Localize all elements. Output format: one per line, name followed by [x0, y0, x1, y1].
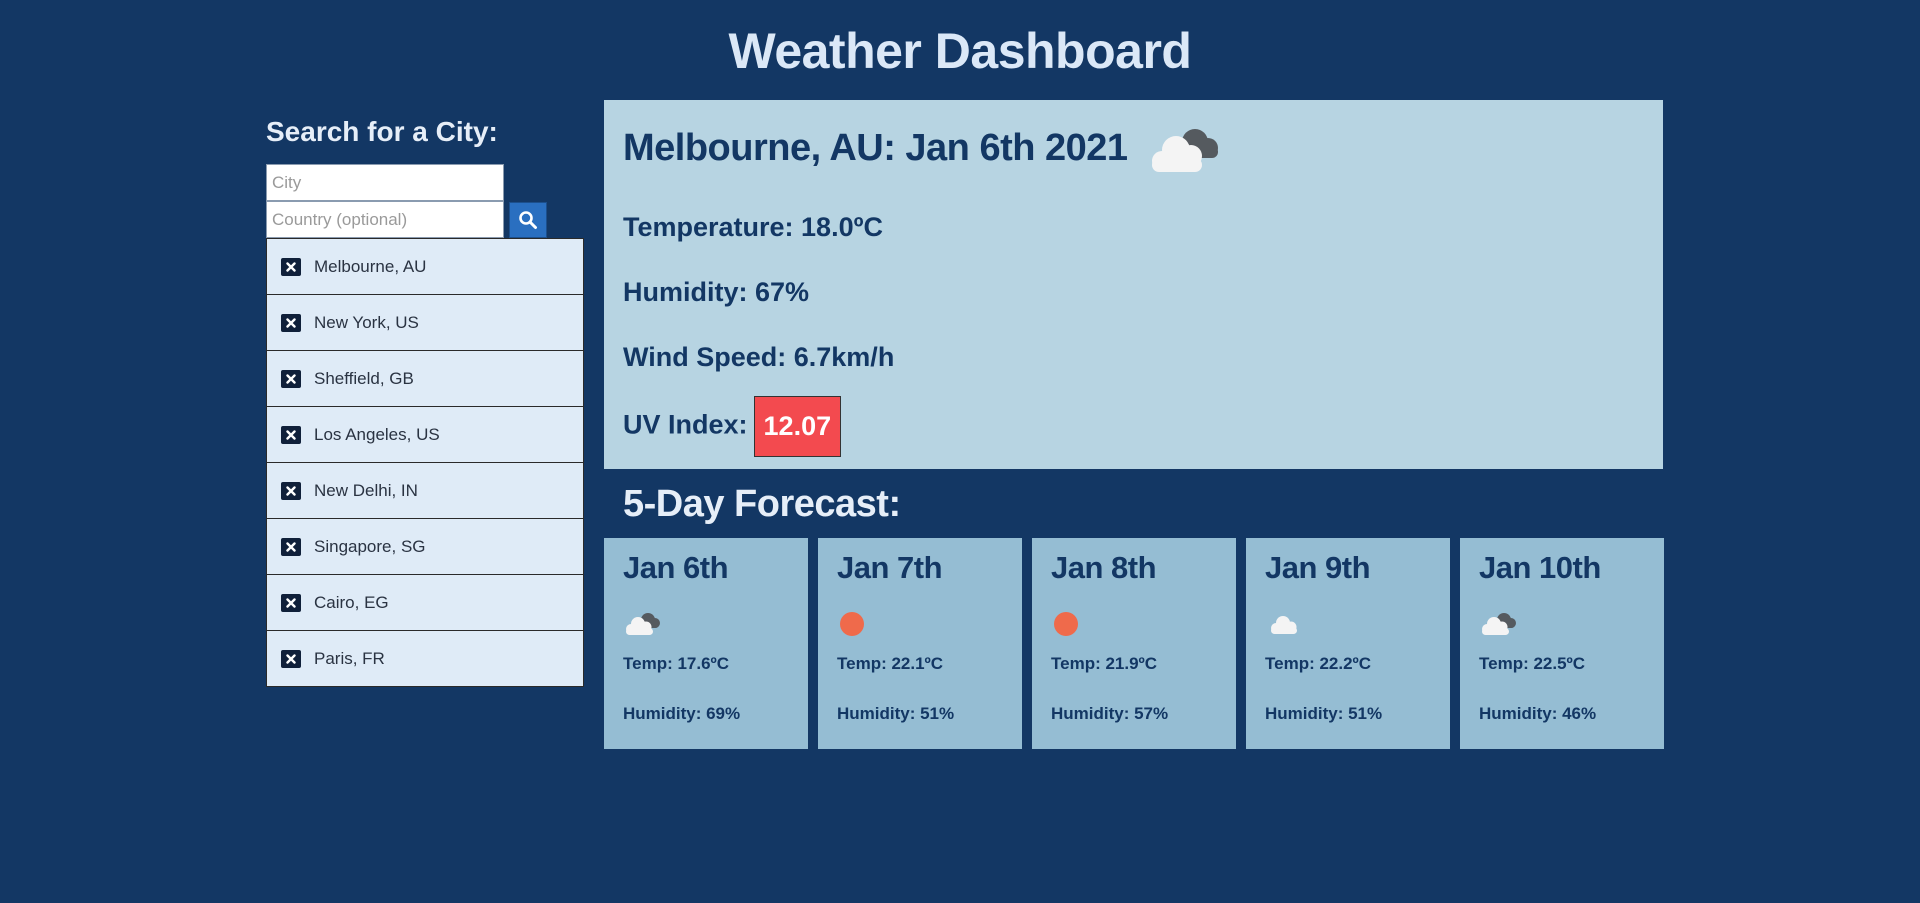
forecast-card: Jan 9th Temp: 22.2ºC Humidity: 51%	[1246, 538, 1450, 749]
forecast-card: Jan 6th Temp: 17.6ºC Humidity: 69%	[604, 538, 808, 749]
sun-icon	[1054, 612, 1078, 636]
forecast-row: Jan 6th Temp: 17.6ºC Humidity: 69% Jan 7…	[604, 538, 1664, 749]
forecast-date: Jan 7th	[837, 550, 943, 585]
city-label: Los Angeles, US	[314, 424, 440, 444]
remove-icon[interactable]	[281, 257, 301, 276]
city-item-sheffield[interactable]: Sheffield, GB	[266, 351, 584, 407]
forecast-humidity: Humidity: 69%	[623, 704, 741, 723]
current-humidity: Humidity: 67%	[623, 277, 810, 307]
city-label: Sheffield, GB	[314, 368, 414, 388]
remove-icon[interactable]	[281, 593, 301, 612]
search-icon	[519, 211, 537, 229]
remove-icon[interactable]	[281, 537, 301, 556]
remove-icon[interactable]	[281, 425, 301, 444]
cloud-icon	[1271, 616, 1297, 634]
city-label: New Delhi, IN	[314, 480, 418, 500]
country-input[interactable]	[266, 201, 504, 238]
current-wind-speed: Wind Speed: 6.7km/h	[623, 342, 895, 372]
forecast-humidity: Humidity: 51%	[1265, 704, 1383, 723]
forecast-date: Jan 8th	[1051, 550, 1157, 585]
search-sidebar: Search for a City: Melbourne, AU New Yor…	[266, 112, 584, 687]
cloudy-icon	[1482, 613, 1516, 635]
current-heading: Melbourne, AU: Jan 6th 2021	[623, 118, 1663, 178]
current-city-title: Melbourne, AU: Jan 6th 2021	[623, 126, 1128, 169]
city-item-cairo[interactable]: Cairo, EG	[266, 575, 584, 631]
city-item-new-delhi[interactable]: New Delhi, IN	[266, 463, 584, 519]
search-button[interactable]	[509, 202, 547, 238]
current-weather-card: Melbourne, AU: Jan 6th 2021 Temperature:…	[604, 100, 1663, 469]
uv-label: UV Index:	[623, 409, 748, 440]
remove-icon[interactable]	[281, 369, 301, 388]
city-item-new-york[interactable]: New York, US	[266, 295, 584, 351]
forecast-date: Jan 10th	[1479, 550, 1601, 585]
page-title: Weather Dashboard	[728, 23, 1192, 79]
forecast-humidity: Humidity: 51%	[837, 704, 955, 723]
search-heading: Search for a City:	[266, 116, 498, 147]
cloudy-icon	[626, 613, 660, 635]
forecast-card: Jan 8th Temp: 21.9ºC Humidity: 57%	[1032, 538, 1236, 749]
forecast-card: Jan 10th Temp: 22.5ºC Humidity: 46%	[1460, 538, 1664, 749]
city-input[interactable]	[266, 164, 504, 201]
city-label: Cairo, EG	[314, 592, 389, 612]
forecast-humidity: Humidity: 57%	[1051, 704, 1169, 723]
remove-icon[interactable]	[281, 649, 301, 668]
forecast-humidity: Humidity: 46%	[1479, 704, 1597, 723]
city-label: Melbourne, AU	[314, 256, 427, 276]
saved-city-list: Melbourne, AU New York, US Sheffield, GB…	[266, 238, 584, 687]
forecast-date: Jan 9th	[1265, 550, 1371, 585]
forecast-temp: Temp: 22.1ºC	[837, 654, 944, 673]
city-label: Paris, FR	[314, 648, 385, 668]
city-item-singapore[interactable]: Singapore, SG	[266, 519, 584, 575]
uv-row: UV Index: 12.07	[623, 396, 842, 457]
remove-icon[interactable]	[281, 313, 301, 332]
current-temperature: Temperature: 18.0ºC	[623, 212, 883, 242]
forecast-temp: Temp: 17.6ºC	[623, 654, 730, 673]
forecast-temp: Temp: 21.9ºC	[1051, 654, 1158, 673]
city-label: Singapore, SG	[314, 536, 426, 556]
city-label: New York, US	[314, 312, 419, 332]
city-item-paris[interactable]: Paris, FR	[266, 631, 584, 687]
forecast-date: Jan 6th	[623, 550, 729, 585]
forecast-temp: Temp: 22.5ºC	[1479, 654, 1586, 673]
forecast-card: Jan 7th Temp: 22.1ºC Humidity: 51%	[818, 538, 1022, 749]
forecast-temp: Temp: 22.2ºC	[1265, 654, 1372, 673]
cloudy-icon	[1151, 129, 1218, 172]
sun-icon	[840, 612, 864, 636]
forecast-heading: 5-Day Forecast:	[623, 483, 901, 525]
city-item-los-angeles[interactable]: Los Angeles, US	[266, 407, 584, 463]
remove-icon[interactable]	[281, 481, 301, 500]
uv-index-badge: 12.07	[753, 396, 842, 457]
city-item-melbourne[interactable]: Melbourne, AU	[266, 238, 584, 295]
country-search-row	[266, 201, 584, 238]
